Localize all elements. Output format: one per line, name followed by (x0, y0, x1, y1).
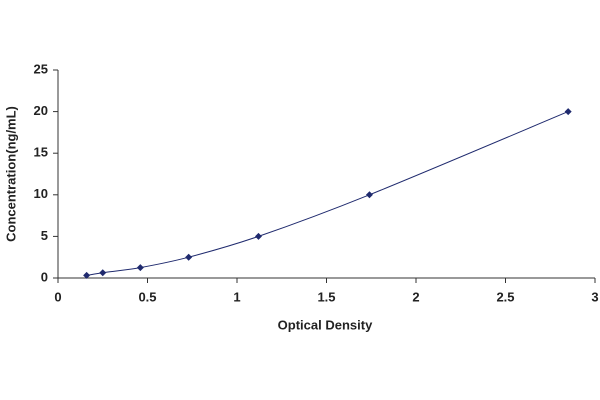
x-tick-label: 0.5 (138, 289, 156, 304)
x-tick-label: 0 (54, 289, 61, 304)
x-tick-label: 3 (591, 289, 598, 304)
point (83, 271, 91, 279)
point (136, 264, 144, 272)
x-tick-label: 1.5 (317, 289, 335, 304)
x-tick-label: 2.5 (496, 289, 514, 304)
y-tick-label: 5 (41, 228, 48, 243)
x-tick-label: 1 (233, 289, 240, 304)
point (564, 108, 572, 116)
y-tick-label: 20 (34, 103, 48, 118)
y-axis-title: Concentration(ng/mL) (3, 106, 18, 242)
x-axis-title: Optical Density (278, 317, 373, 332)
y-tick-label: 0 (41, 269, 48, 284)
fit-curve (86, 111, 569, 276)
x-tick-label: 2 (412, 289, 419, 304)
point (254, 232, 262, 240)
point (365, 191, 373, 199)
y-tick-label: 15 (34, 145, 48, 160)
point (99, 269, 107, 277)
point (185, 253, 193, 261)
y-tick-label: 10 (34, 186, 48, 201)
y-tick-label: 25 (34, 61, 48, 76)
